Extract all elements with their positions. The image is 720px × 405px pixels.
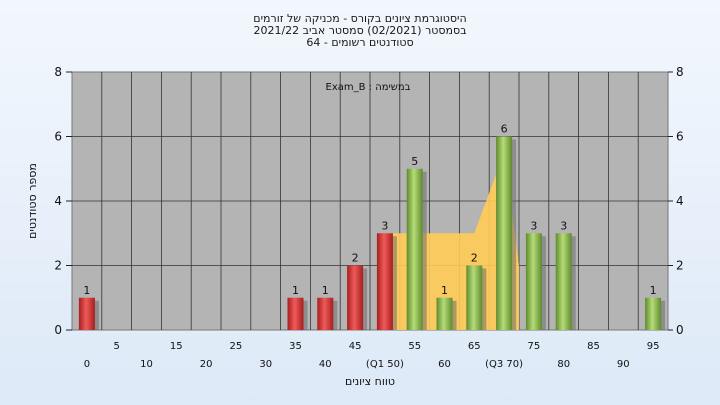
histogram-bar	[555, 233, 572, 330]
bar-value-label: 5	[411, 155, 418, 168]
y-tick-left: 0	[54, 323, 62, 337]
bar-value-label: 2	[352, 252, 359, 265]
chart-annotation: במשימה : Exam_B	[326, 82, 411, 93]
bars-layer	[78, 136, 666, 330]
bar-value-label: 1	[292, 284, 299, 297]
x-tick-lower: 90	[617, 359, 630, 370]
x-axis-ticks: 5 15 25 35 45 55 65 75 85 95 0 10 20 30 40 (Q1 50) 60 (Q3…	[84, 341, 660, 370]
bar-value-label: 1	[83, 284, 90, 297]
histogram-bar	[436, 297, 453, 330]
y-tick-left: 6	[54, 130, 62, 144]
histogram-bar	[347, 265, 364, 330]
x-tick-lower: 80	[557, 359, 570, 370]
y-tick-right: 8	[676, 65, 684, 79]
y-tick-right: 0	[676, 323, 684, 337]
y-tick-left: 4	[54, 194, 62, 208]
x-tick-upper: 85	[587, 341, 600, 352]
x-tick-lower: (Q3 70)	[485, 359, 523, 370]
x-tick-lower: 20	[200, 359, 213, 370]
x-tick-upper: 5	[114, 341, 120, 352]
x-tick-upper: 75	[528, 341, 541, 352]
histogram-bar	[525, 233, 542, 330]
histogram-bar	[376, 233, 393, 330]
x-tick-upper: 65	[468, 341, 481, 352]
x-tick-upper: 25	[230, 341, 243, 352]
y-tick-right: 6	[676, 130, 684, 144]
x-tick-lower: 10	[140, 359, 153, 370]
x-tick-upper: 35	[289, 341, 302, 352]
histogram-bar	[496, 136, 513, 330]
histogram-bar	[287, 297, 304, 330]
x-tick-lower: 0	[84, 359, 90, 370]
x-tick-lower: 30	[259, 359, 272, 370]
data-labels: 1 1 1 2 3 5 1 2 6 3 3 1	[83, 123, 656, 297]
bar-value-label: 3	[530, 219, 537, 232]
histogram-bar	[466, 265, 483, 330]
x-tick-lower: 60	[438, 359, 451, 370]
bar-value-label: 2	[471, 252, 478, 265]
chart-title-line-3: סטודנטים רשומים - 64	[306, 36, 413, 49]
x-tick-upper: 45	[349, 341, 362, 352]
y-axis-ticks: 0 0 2 2 4 4 6 6 8 8	[54, 65, 683, 337]
y-tick-right: 4	[676, 194, 684, 208]
y-axis-label: מספר סטודנטים	[26, 163, 39, 239]
x-axis-label: טווח ציונים	[345, 375, 395, 388]
bar-value-label: 1	[650, 284, 657, 297]
histogram-bar	[406, 168, 423, 330]
bar-value-label: 3	[381, 219, 388, 232]
bar-value-label: 3	[560, 219, 567, 232]
x-tick-lower: 40	[319, 359, 332, 370]
y-tick-left: 2	[54, 259, 62, 273]
chart-title-line-1: היסטוגרמת ציונים בקורס - מכניקה של זורמי…	[253, 12, 466, 25]
x-tick-upper: 15	[170, 341, 183, 352]
x-tick-lower: (Q1 50)	[366, 359, 404, 370]
x-tick-upper: 95	[647, 341, 660, 352]
bar-value-label: 6	[501, 123, 508, 136]
grid-lines	[72, 72, 668, 330]
histogram-bar	[645, 297, 662, 330]
chart-title: היסטוגרמת ציונים בקורס - מכניקה של זורמי…	[253, 12, 466, 49]
chart-title-line-2: בסמסטר (02/2021) סמסטר אביב 2021/22	[253, 24, 466, 37]
bar-value-label: 1	[441, 284, 448, 297]
x-tick-upper: 55	[408, 341, 421, 352]
histogram-bar	[78, 297, 95, 330]
bar-value-label: 1	[322, 284, 329, 297]
y-tick-left: 8	[54, 65, 62, 79]
histogram-bar	[317, 297, 334, 330]
y-tick-right: 2	[676, 259, 684, 273]
